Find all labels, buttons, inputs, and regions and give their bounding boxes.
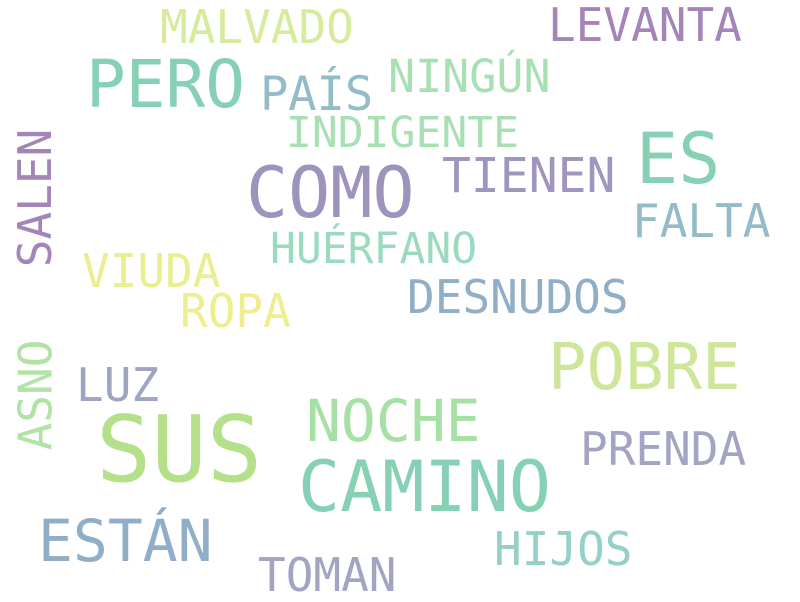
word-noche: NOCHE xyxy=(306,387,481,455)
word-toman: TOMAN xyxy=(258,548,397,602)
word-hijos: HIJOS xyxy=(494,522,633,576)
word-malvado: MALVADO xyxy=(160,0,354,54)
word-como: COMO xyxy=(246,152,415,234)
word-tienen: TIENEN xyxy=(442,148,616,204)
word-pero: PERO xyxy=(86,46,245,123)
word-ropa: ROPA xyxy=(180,284,291,338)
word-huerfano: HUÉRFANO xyxy=(270,224,478,274)
word-ningun: NINGÚN xyxy=(388,50,551,103)
word-salen: SALEN xyxy=(8,128,63,268)
word-indigente: INDIGENTE xyxy=(286,108,519,158)
word-es: ES xyxy=(636,118,721,200)
word-falta: FALTA xyxy=(632,194,771,248)
word-sus: SUS xyxy=(96,396,263,503)
word-prenda: PRENDA xyxy=(580,422,747,476)
word-levanta: LEVANTA xyxy=(548,0,742,52)
word-luz: LUZ xyxy=(76,358,160,412)
word-viuda: VIUDA xyxy=(82,244,221,298)
word-desnudos: DESNUDOS xyxy=(407,270,629,324)
word-estan: ESTÁN xyxy=(38,507,213,575)
word-camino: CAMINO xyxy=(298,446,551,528)
word-pais: PAÍS xyxy=(260,67,374,122)
word-asno: ASNO xyxy=(8,339,63,451)
word-pobre: POBRE xyxy=(548,331,741,405)
